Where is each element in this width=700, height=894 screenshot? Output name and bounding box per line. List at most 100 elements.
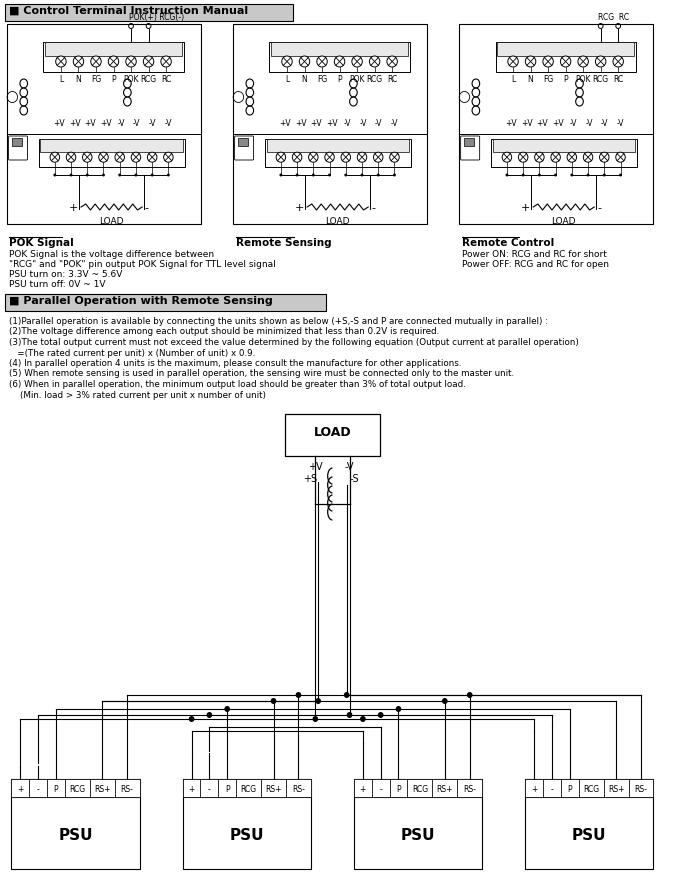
Bar <box>493 139 635 153</box>
Bar <box>183 780 311 797</box>
Circle shape <box>360 716 365 722</box>
Text: POK: POK <box>349 75 365 84</box>
Text: RCG: RCG <box>241 785 257 794</box>
Circle shape <box>525 57 536 68</box>
Text: +V: +V <box>521 118 533 127</box>
Text: -: - <box>36 785 39 794</box>
Circle shape <box>66 153 76 163</box>
Circle shape <box>56 57 66 68</box>
Text: RS-: RS- <box>292 785 305 794</box>
Circle shape <box>535 153 544 163</box>
Text: (2)The voltage difference among each output should be minimized that less than 0: (2)The voltage difference among each out… <box>10 327 440 336</box>
Circle shape <box>271 698 277 704</box>
Circle shape <box>309 153 318 163</box>
Text: -V: -V <box>344 118 351 127</box>
Text: -: - <box>145 203 149 213</box>
Bar <box>354 797 482 869</box>
Circle shape <box>293 153 302 163</box>
Circle shape <box>522 174 524 177</box>
Bar <box>579 780 603 797</box>
Text: P: P <box>337 75 342 84</box>
Text: -V: -V <box>164 118 172 127</box>
Circle shape <box>467 692 473 698</box>
Circle shape <box>599 153 609 163</box>
Text: P: P <box>54 785 58 794</box>
Text: N: N <box>528 75 533 84</box>
Text: RCG: RCG <box>583 785 599 794</box>
Bar <box>232 25 428 224</box>
Circle shape <box>167 174 170 177</box>
Bar <box>272 43 408 56</box>
Circle shape <box>377 174 379 177</box>
Text: -V: -V <box>148 118 156 127</box>
Text: RS+: RS+ <box>265 785 282 794</box>
Text: +S: +S <box>304 474 318 484</box>
Text: +V: +V <box>279 118 291 127</box>
Bar <box>90 780 115 797</box>
Text: LOAD: LOAD <box>326 217 350 226</box>
Text: RS+: RS+ <box>437 785 453 794</box>
Circle shape <box>300 57 309 68</box>
Bar <box>29 780 47 797</box>
Bar <box>491 139 637 168</box>
Text: ■ Control Terminal Instruction Manual: ■ Control Terminal Instruction Manual <box>10 6 248 16</box>
Circle shape <box>508 57 518 68</box>
Circle shape <box>312 174 315 177</box>
Text: RCG: RCG <box>69 785 85 794</box>
Text: PSU: PSU <box>230 828 264 842</box>
Text: -: - <box>208 785 211 794</box>
Bar <box>407 780 433 797</box>
Text: "RCG" and "POK" pin output POK Signal for TTL level signal: "RCG" and "POK" pin output POK Signal fo… <box>10 260 276 269</box>
Circle shape <box>86 174 89 177</box>
Text: RS-: RS- <box>120 785 134 794</box>
Circle shape <box>538 174 541 177</box>
Bar <box>218 780 236 797</box>
Bar <box>354 780 372 797</box>
Bar <box>236 780 261 797</box>
Bar <box>498 43 634 56</box>
Circle shape <box>99 153 108 163</box>
Circle shape <box>148 153 157 163</box>
Text: +: + <box>69 203 78 213</box>
Text: L: L <box>285 75 289 84</box>
Bar <box>525 780 654 797</box>
Text: POK: POK <box>123 75 139 84</box>
Text: +V: +V <box>53 118 65 127</box>
Text: N: N <box>302 75 307 84</box>
Text: POK Signal is the voltage difference between: POK Signal is the voltage difference bet… <box>10 249 215 258</box>
Circle shape <box>206 713 212 718</box>
Text: RC: RC <box>387 75 398 84</box>
Circle shape <box>83 153 92 163</box>
Circle shape <box>370 57 380 68</box>
Circle shape <box>344 174 347 177</box>
Text: FG: FG <box>91 75 101 84</box>
Circle shape <box>335 57 345 68</box>
Text: P: P <box>225 785 230 794</box>
Text: -: - <box>551 785 553 794</box>
Circle shape <box>578 57 589 68</box>
Text: -V: -V <box>345 461 354 471</box>
Text: PSU turn off: 0V ~ 1V: PSU turn off: 0V ~ 1V <box>10 280 106 289</box>
Circle shape <box>102 174 105 177</box>
Bar <box>43 43 183 73</box>
FancyBboxPatch shape <box>8 137 27 161</box>
Circle shape <box>344 692 349 698</box>
Text: +: + <box>531 785 538 794</box>
Circle shape <box>225 706 230 713</box>
Circle shape <box>616 153 625 163</box>
Bar <box>47 780 65 797</box>
Bar <box>13 139 22 147</box>
Text: RC: RC <box>161 75 172 84</box>
Bar <box>465 139 474 147</box>
Circle shape <box>603 174 606 177</box>
Text: N: N <box>76 75 81 84</box>
Text: LOAD: LOAD <box>314 426 351 439</box>
Text: -V: -V <box>118 118 125 127</box>
Bar <box>372 780 390 797</box>
Bar <box>267 139 409 153</box>
Bar <box>65 780 90 797</box>
Circle shape <box>387 57 398 68</box>
Text: (4) In parallel operation 4 units is the maximum, please consult the manufacture: (4) In parallel operation 4 units is the… <box>10 358 462 367</box>
Bar <box>525 780 543 797</box>
Text: +V: +V <box>505 118 517 127</box>
